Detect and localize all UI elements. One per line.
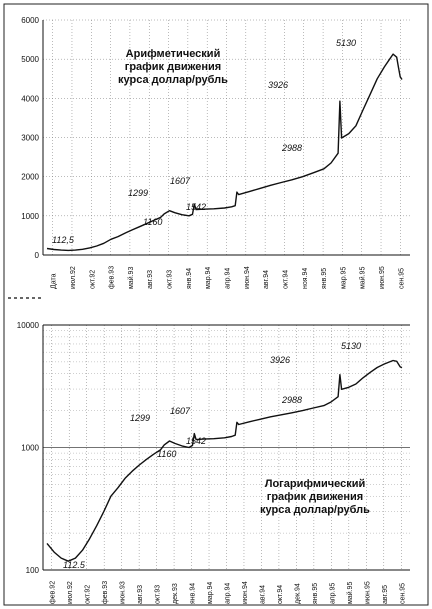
chart2-xtick-label: май.95 [346,582,354,604]
chart2-xtick-label: апр.95 [329,583,336,604]
chart2-ytick-label: 10000 [17,321,40,330]
annotation-1299-1: 1299 [128,188,149,198]
chart2-xtick-label: фев.93 [102,581,109,604]
chart2-xtick-label: авг.95 [382,585,389,604]
chart2-ytick-label: 1000 [21,444,39,453]
chart1-xtick-label: май.95 [359,267,367,289]
chart1-xtick-label: июн.95 [379,266,386,289]
chart1-xtick-label: мар.95 [340,267,347,289]
chart2-series-line [46,359,403,562]
annotation-3926-2: 3926 [270,355,291,365]
annotation-low-1: 112,5 [52,235,74,245]
chart1-ytick-label: 0 [35,251,40,260]
chart1-xtick-label: авг.93 [147,270,154,289]
chart2-xtick-label: дек.93 [172,583,179,604]
chart1-plot: Дата июл.92 окт.92 фев.93 май.93 авг.93 окт.93… [21,16,410,289]
chart1-title-line3: курса доллар/рубль [118,74,228,86]
chart1-xtick-label: окт.94 [282,270,289,289]
chart1-xtick-label: янв.94 [186,268,193,289]
chart2-xtick-label: июн.93 [120,581,127,604]
annotation-1542-2: 1542 [186,436,207,446]
annotation-2988-1: 2988 [282,143,303,153]
chart1-ytick-label: 2000 [21,173,39,182]
annotation-1160-1: 1160 [143,217,163,227]
chart2-xtick-label: окт.94 [277,585,284,604]
chart1-title-line2: график движения [124,61,222,73]
chart1-xtick-label: янв.95 [321,268,328,289]
chart1-xtick-label: Дата [51,273,58,289]
chart2-xtick-label: янв.94 [190,583,197,604]
chart1-ytick-label: 6000 [21,16,39,25]
chart2-xtick-label: янв.95 [312,583,319,604]
chart1-xtick-label: июн.94 [244,266,251,289]
outer-border [3,3,429,606]
chart1-xtick-label: окт.93 [167,270,174,289]
annotation-1607-2: 1607 [170,406,191,416]
chart1-xtick-label: сен.95 [398,268,405,289]
annotation-1542-1: 1542 [186,202,207,212]
chart2-title-line2: график движения [266,491,364,503]
chart1-xtick-label: ноя.94 [302,268,309,289]
chart2-xtick-label: фев.92 [50,581,57,604]
annotation-5130-2: 5130 [341,341,362,351]
chart2-plot: фев.92 июл.92 окт.92 фев.93 июн.93 авг.93 окт.… [17,321,410,604]
chart1-title-line1: Арифметический [125,48,221,60]
chart1-title: Арифметический график движения курса дол… [88,48,258,87]
chart1-xtick-label: май.93 [127,267,135,289]
chart2-title: Логарифмический график движения курса до… [230,478,400,517]
chart1-xtick-label: мар.94 [205,267,212,289]
chart1-ytick-label: 3000 [21,134,39,143]
chart2-xtick-label: мар.94 [207,582,214,604]
chart1-ytick-label: 1000 [21,212,39,221]
chart2-xtick-label: июл.92 [67,581,74,604]
chart2-xtick-label: июн.94 [242,581,249,604]
chart1-xtick-label: окт.92 [89,270,96,289]
chart1-ytick-label: 4000 [21,94,39,103]
chart2-xtick-label: дек.94 [294,583,301,604]
annotation-2988-2: 2988 [282,395,303,405]
annotation-1299-2: 1299 [130,413,151,423]
chart1-ytick-label: 5000 [21,55,39,64]
annotation-1607-1: 1607 [170,176,191,186]
annotation-5130-1: 5130 [336,38,357,48]
chart1-xtick-label: июл.92 [70,266,77,289]
annotation-1160-2: 1160 [157,449,177,459]
chart2-xtick-label: авг.93 [137,585,144,604]
annotation-3926-1: 3926 [268,80,289,90]
chart1-series-line [46,53,403,252]
chart2-title-line3: курса доллар/рубль [260,504,370,516]
chart2-xtick-label: июн.95 [364,581,371,604]
chart2-xtick-label: апр.94 [225,583,232,604]
chart1-xtick-label: авг.94 [263,270,270,289]
chart1-xtick-label: апр.94 [225,268,232,289]
chart2-xtick-label: окт.92 [85,585,92,604]
annotation-low-2: 112.5 [63,560,85,570]
chart1-xtick-label: фев.93 [109,266,116,289]
chart2-xtick-label: авг.94 [259,585,266,604]
chart2-ytick-label: 100 [26,566,40,575]
chart2-xtick-label: окт.93 [155,585,162,604]
chart2-title-line1: Логарифмический [264,478,366,490]
chart2-xtick-label: сен.95 [399,583,406,604]
